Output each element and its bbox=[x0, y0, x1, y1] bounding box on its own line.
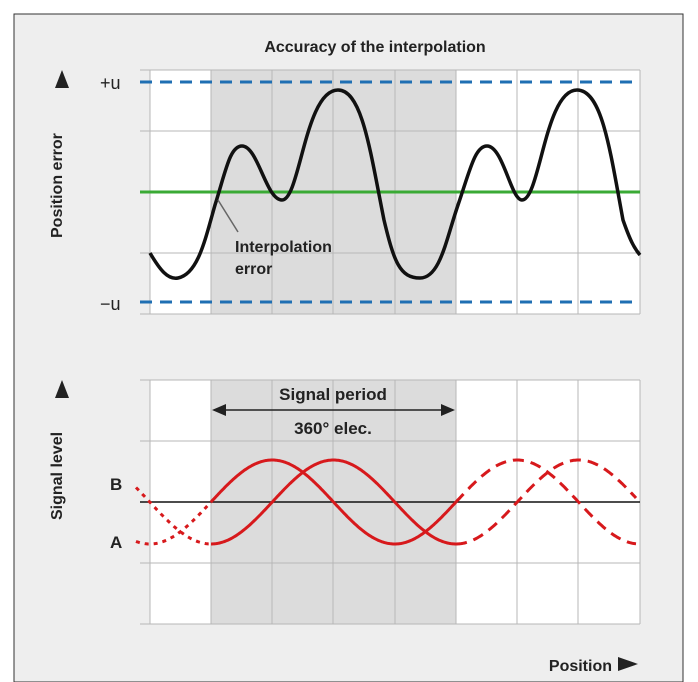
top-ylabel: Position error bbox=[49, 133, 66, 238]
signal-curves bbox=[134, 458, 638, 546]
bottom-ylabel-arrow-icon bbox=[55, 380, 69, 398]
tick-minus-u: −u bbox=[100, 294, 121, 314]
signal-a-solid bbox=[209, 458, 458, 546]
signal-period-right-arrowhead-icon bbox=[441, 404, 455, 416]
signal-period-label: Signal period bbox=[279, 385, 387, 404]
curve-b-label: B bbox=[110, 475, 122, 494]
signal-period-left-arrowhead-icon bbox=[212, 404, 226, 416]
bottom-panel: Signal period 360° elec. B A Signal leve… bbox=[49, 379, 641, 625]
signal-a-right-dashed bbox=[454, 458, 637, 546]
top-panel: Interpolation error +u −u Position error bbox=[49, 69, 642, 315]
error-curve bbox=[148, 88, 642, 280]
annotation-leader bbox=[217, 199, 239, 233]
tick-plus-u: +u bbox=[100, 73, 121, 93]
chart-title: Accuracy of the interpolation bbox=[264, 39, 485, 56]
signal-b-right-dashed bbox=[456, 458, 638, 546]
top-ylabel-arrow-icon bbox=[55, 70, 69, 88]
annotation-line1: Interpolation bbox=[235, 239, 332, 256]
bottom-grid bbox=[140, 379, 641, 625]
signal-b-solid bbox=[211, 458, 456, 546]
annotation-line2: error bbox=[235, 261, 272, 278]
curve-a-label: A bbox=[110, 533, 122, 552]
signal-b-left-dotted bbox=[134, 486, 211, 546]
x-axis-label: Position bbox=[549, 658, 612, 675]
signal-a-left-dotted bbox=[135, 500, 213, 546]
bottom-ylabel: Signal level bbox=[49, 432, 66, 520]
x-axis-arrow-icon bbox=[618, 657, 638, 671]
elec-label: 360° elec. bbox=[294, 419, 372, 438]
